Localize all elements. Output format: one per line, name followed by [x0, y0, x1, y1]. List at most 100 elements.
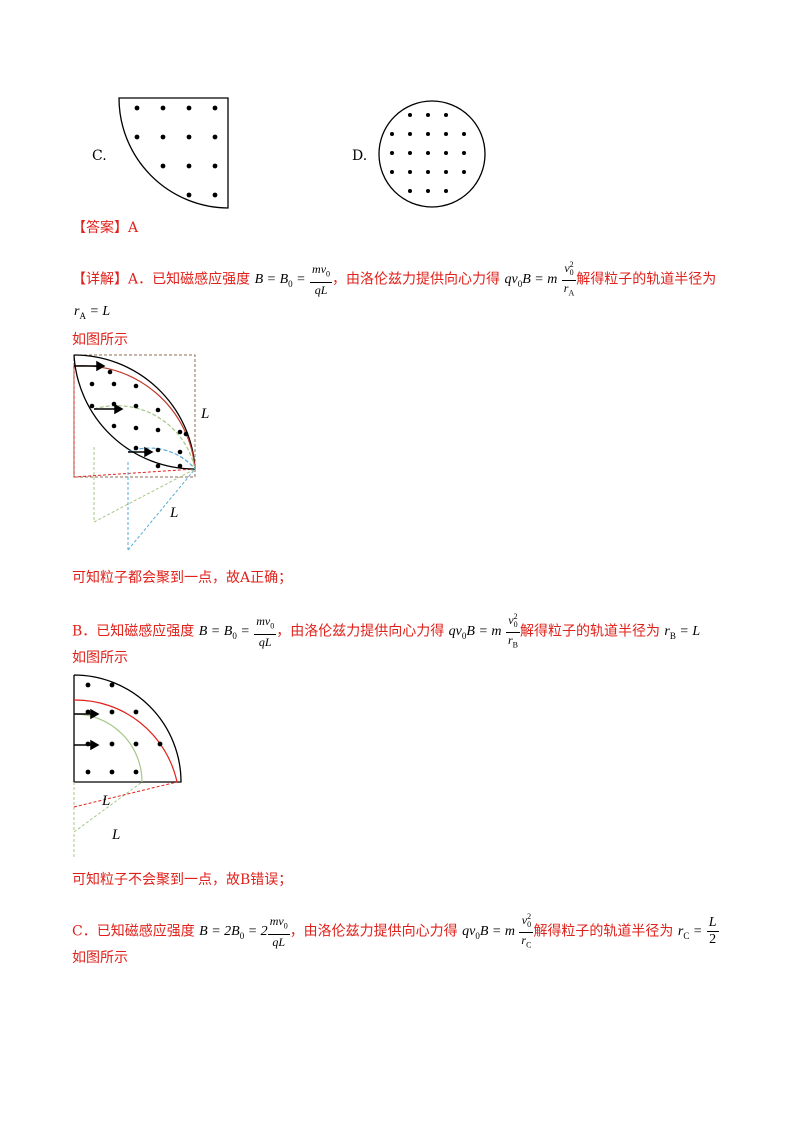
- detail-b-prefix: B．已知磁感应强度: [72, 623, 195, 640]
- detail-b-result: rB = L: [664, 624, 701, 642]
- field-dot: [109, 682, 115, 688]
- field-dot: [133, 383, 139, 389]
- option-d-figure: [378, 100, 486, 208]
- field-dot: [160, 134, 166, 140]
- field-dot: [89, 403, 95, 409]
- field-dot: [462, 170, 466, 174]
- field-dot: [390, 132, 394, 136]
- detail-b-force-fraction: v20 rB: [505, 612, 520, 650]
- field-dot: [89, 381, 95, 387]
- field-dot: [390, 170, 394, 174]
- detail-b-formula: B = B0 =: [198, 624, 250, 642]
- field-dot: [177, 429, 183, 435]
- field-dot: [426, 132, 430, 136]
- field-dot: [408, 132, 412, 136]
- field-dot: [85, 769, 91, 775]
- answer-line: 【答案】A: [72, 218, 138, 238]
- field-dot: [426, 189, 430, 193]
- field-dot: [155, 407, 161, 413]
- field-dot: [134, 105, 140, 111]
- detail-a-force: qv0B = m: [504, 272, 558, 290]
- detail-a-fig-caption: 如图所示: [72, 332, 128, 348]
- field-dot: [186, 134, 192, 140]
- field-dot: [408, 113, 412, 117]
- field-dot: [408, 189, 412, 193]
- field-dot: [111, 381, 117, 387]
- field-dot: [155, 427, 161, 433]
- field-dot: [134, 134, 140, 140]
- field-dot: [111, 423, 117, 429]
- figure-b: L L: [73, 674, 182, 857]
- detail-c-suffix: 解得粒子的轨道半径为: [533, 923, 674, 940]
- field-dot: [160, 163, 166, 169]
- figure-b-label-l2: L: [111, 827, 120, 843]
- field-dot: [133, 769, 139, 775]
- detail-tag: 【详解】: [72, 271, 128, 288]
- detail-b-conclusion: 可知粒子不会聚到一点，故B错误；: [72, 872, 293, 888]
- detail-b-suffix: 解得粒子的轨道半径为: [519, 623, 660, 640]
- field-dot: [462, 151, 466, 155]
- field-dot: [186, 192, 192, 198]
- field-dot: [155, 463, 161, 469]
- field-dot: [444, 189, 448, 193]
- answer-tag: 【答案】: [72, 220, 128, 236]
- field-dot: [107, 369, 113, 375]
- detail-a-suffix: 解得粒子的轨道半径为: [576, 271, 717, 288]
- detail-a-middle: ，由洛伦兹力提供向心力得: [332, 271, 501, 288]
- detail-a-fraction: mv0 qL: [310, 262, 333, 297]
- detail-b-force: qv0B = m: [448, 624, 502, 642]
- answer-value: A: [128, 220, 139, 236]
- detail-c-result: rC =: [677, 924, 703, 942]
- field-dot: [157, 741, 163, 747]
- field-dot: [111, 401, 117, 407]
- field-dot: [426, 113, 430, 117]
- figure-a-label-l2: L: [169, 505, 178, 521]
- field-dot: [444, 151, 448, 155]
- field-dot: [212, 163, 218, 169]
- field-dot: [426, 151, 430, 155]
- option-d-label: D.: [352, 148, 368, 164]
- detail-c-formula: B = 2B0 = 2: [199, 924, 268, 942]
- field-dot: [155, 447, 161, 453]
- detail-a-conclusion: 可知粒子都会聚到一点，故A正确；: [72, 570, 293, 586]
- field-dot: [133, 709, 139, 715]
- option-c-figure: [118, 97, 229, 209]
- detail-b-fig-caption: 如图所示: [72, 650, 128, 666]
- detail-c-fig-caption: 如图所示: [72, 950, 128, 966]
- option-c-label: C.: [92, 148, 107, 164]
- field-dot: [109, 769, 115, 775]
- detail-a-prefix: A．已知磁感应强度: [128, 271, 251, 288]
- field-dot: [109, 709, 115, 715]
- field-dot: [160, 105, 166, 111]
- field-dot: [109, 741, 115, 747]
- field-dot: [183, 431, 189, 437]
- detail-b-middle: ，由洛伦兹力提供向心力得: [276, 623, 445, 640]
- detail-a-formula: B = B0 =: [254, 272, 306, 290]
- field-dot: [212, 105, 218, 111]
- field-dot: [133, 403, 139, 409]
- field-dot: [177, 463, 183, 469]
- field-dot: [186, 163, 192, 169]
- detail-b-line: B．已知磁感应强度 B = B0 = mv0 qL ，由洛伦兹力提供向心力得 qv0…: [72, 610, 700, 653]
- field-dot: [177, 449, 183, 455]
- field-dot: [426, 170, 430, 174]
- figure-b-label-l1: L: [101, 793, 110, 809]
- field-dot: [444, 170, 448, 174]
- figure-a-label-l1: L: [200, 406, 209, 422]
- field-dot: [408, 151, 412, 155]
- field-dot: [212, 134, 218, 140]
- field-dot: [186, 105, 192, 111]
- detail-a-line: 【详解】A．已知磁感应强度 B = B0 = mv0 qL ，由洛伦兹力提供向心力得…: [72, 258, 716, 301]
- field-dot: [390, 151, 394, 155]
- detail-b-fraction: mv0 qL: [254, 614, 277, 649]
- field-dot: [85, 682, 91, 688]
- field-dot: [133, 445, 139, 451]
- detail-c-force-fraction: v20 rC: [519, 912, 534, 950]
- detail-c-fraction: mv0 qL: [267, 914, 290, 949]
- field-dot: [444, 113, 448, 117]
- field-dot: [133, 425, 139, 431]
- detail-c-middle: ，由洛伦兹力提供向心力得: [289, 923, 458, 940]
- figure-a: L L: [73, 354, 209, 551]
- detail-a-force-fraction: v20 rA: [561, 260, 577, 298]
